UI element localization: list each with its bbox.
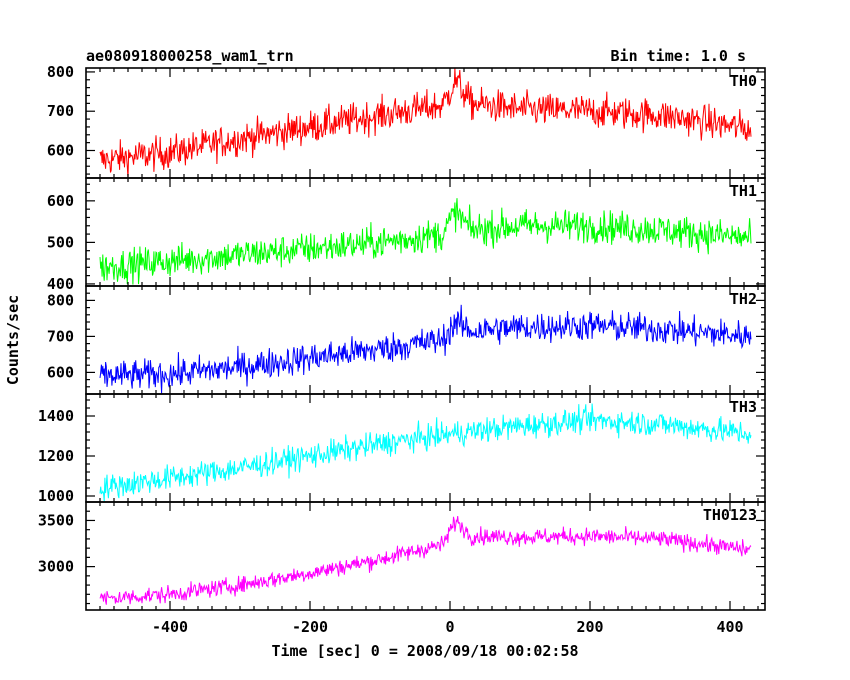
- panel-th0: 600 700 800 TH0: [47, 63, 766, 179]
- series-line-th3: [99, 403, 752, 502]
- y-tick-label: 400: [47, 275, 74, 293]
- y-tick-label: 500: [47, 233, 74, 251]
- y-axis-label: Counts/sec: [4, 295, 22, 385]
- y-tick-label: 1200: [38, 447, 74, 465]
- panel-frame: [85, 393, 766, 503]
- series-line-th1: [99, 198, 752, 285]
- y-tick-label: 800: [47, 63, 74, 81]
- panel-label-th2: TH2: [730, 290, 757, 308]
- y-tick-label: 600: [47, 192, 74, 210]
- panel-label-th0123: TH0123: [703, 506, 757, 524]
- panel-th2: 600 700 800 TH2: [47, 285, 766, 395]
- panel-label-th1: TH1: [730, 182, 757, 200]
- x-tick-label: -400: [152, 618, 188, 636]
- y-tick-label: 3500: [38, 511, 74, 529]
- x-tick-label: 0: [445, 618, 454, 636]
- x-axis-label: Time [sec] 0 = 2008/09/18 00:02:58: [271, 642, 578, 660]
- y-tick-label: 600: [47, 142, 74, 160]
- panel-frame: [85, 501, 766, 611]
- panel-frame: [85, 177, 766, 287]
- series-line-th0123: [99, 515, 752, 605]
- chart-title: ae080918000258_wam1_trn: [86, 47, 294, 65]
- panel-th1: 400 500 600 TH1: [47, 177, 766, 293]
- y-tick-label: 600: [47, 363, 74, 381]
- x-tick-label: 200: [576, 618, 603, 636]
- panel-label-th3: TH3: [730, 398, 757, 416]
- y-tick-label: 1000: [38, 487, 74, 505]
- bin-time-label: Bin time: 1.0 s: [611, 47, 746, 65]
- y-tick-label: 1400: [38, 407, 74, 425]
- series-line-th0: [99, 68, 752, 178]
- x-tick-label: 400: [716, 618, 743, 636]
- panel-th3: 1000 1200 1400 TH3: [38, 393, 766, 505]
- y-tick-label: 700: [47, 327, 74, 345]
- y-tick-label: 700: [47, 102, 74, 120]
- panels-group: 600 700 800 TH0 400 500 600 TH1 600 700 800 TH2 1000…: [38, 63, 766, 636]
- y-tick-label: 800: [47, 291, 74, 309]
- panel-frame: [85, 67, 766, 179]
- panel-label-th0: TH0: [730, 72, 757, 90]
- x-tick-label: -200: [292, 618, 328, 636]
- series-line-th2: [99, 304, 752, 394]
- panel-th0123: 3000 3500 TH0123: [38, 501, 766, 611]
- y-tick-label: 3000: [38, 558, 74, 576]
